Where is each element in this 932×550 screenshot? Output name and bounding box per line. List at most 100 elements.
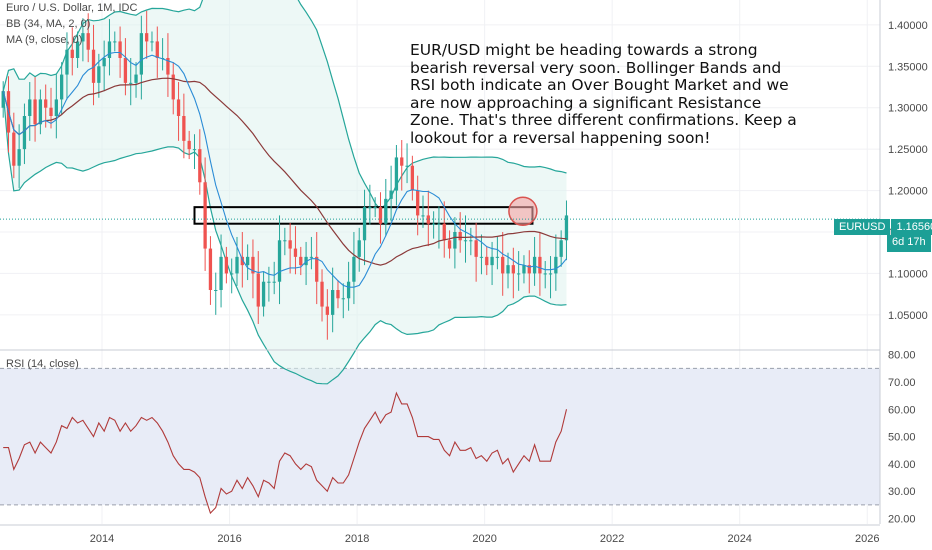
- bb-fill: [3, 0, 567, 384]
- legend-ma: MA (9, close, 0): [6, 34, 83, 46]
- bb-upper: [2, 0, 567, 211]
- candle-body: [91, 49, 96, 83]
- candle-body: [410, 165, 415, 191]
- candle-body: [267, 281, 271, 283]
- candle-body: [28, 99, 32, 116]
- candle-body: [277, 240, 282, 282]
- time-tick-label: 2026: [855, 533, 879, 545]
- candle-body: [506, 265, 510, 274]
- candle-body: [44, 99, 48, 108]
- candle-body: [86, 33, 90, 50]
- rsi-tick-label: 70.00: [888, 377, 916, 389]
- candle-body: [384, 198, 388, 224]
- candle-body: [538, 256, 542, 274]
- candle-body: [437, 223, 441, 225]
- candle-body: [400, 157, 404, 166]
- candle-body: [511, 265, 515, 274]
- price-tag-symbol: EURUSD: [834, 219, 891, 235]
- candle-body: [320, 281, 324, 307]
- candle-body: [564, 215, 569, 241]
- candle-body: [548, 273, 553, 275]
- rsi-tick-label: 60.00: [888, 404, 916, 416]
- candle-body: [70, 49, 74, 58]
- price-tick-label: 1.40000: [888, 20, 928, 32]
- candle-body: [517, 273, 521, 275]
- candle-body: [543, 273, 547, 275]
- candle-body: [33, 99, 37, 125]
- candle-body: [97, 66, 101, 83]
- candle-body: [299, 256, 303, 266]
- candle-countdown: 6d 17h: [887, 235, 931, 252]
- rsi-tick-label: 20.00: [888, 514, 916, 526]
- candle-body: [256, 273, 260, 307]
- candle-body: [107, 41, 112, 58]
- candle-body: [166, 58, 170, 75]
- rsi-tick-label: 80.00: [888, 350, 916, 362]
- candle-body: [224, 256, 229, 274]
- candle-body: [219, 256, 223, 290]
- candle-body: [373, 207, 377, 209]
- candle-body: [49, 107, 53, 116]
- candle-body: [394, 157, 399, 191]
- candle-body: [150, 41, 154, 43]
- rsi-panel: [0, 367, 880, 515]
- candle-body: [352, 256, 356, 282]
- bollinger-bands: [2, 0, 567, 385]
- price-tick-label: 1.10000: [888, 268, 928, 280]
- candle-body: [315, 256, 319, 282]
- candle-body: [38, 99, 43, 125]
- candle-body: [421, 215, 425, 217]
- candle-body: [501, 256, 505, 274]
- candle-body: [192, 149, 197, 151]
- price-tick-label: 1.25000: [888, 144, 928, 156]
- candle-body: [12, 132, 16, 166]
- candle-body: [54, 99, 58, 116]
- candle-body: [447, 240, 452, 249]
- candle-body: [431, 223, 436, 225]
- indicator-lines: [0, 51, 880, 288]
- candle-body: [490, 256, 494, 266]
- candle-body: [463, 240, 468, 242]
- highlight-circle: [508, 196, 538, 227]
- candle-body: [240, 256, 244, 266]
- candle-body: [485, 256, 489, 266]
- candle-body: [139, 33, 143, 75]
- candle-body: [22, 116, 27, 150]
- bb-basis: [2, 77, 567, 266]
- candle-body: [118, 41, 122, 58]
- candle-body: [214, 290, 218, 291]
- candle-body: [59, 74, 64, 100]
- candle-body: [405, 165, 409, 167]
- candle-body: [495, 256, 500, 258]
- rsi-tick-label: 40.00: [888, 459, 916, 471]
- candle-body: [134, 74, 138, 83]
- candle-body: [251, 256, 255, 274]
- candle-body: [1, 91, 5, 108]
- candle-body: [453, 232, 457, 249]
- candle-body: [283, 240, 287, 242]
- candle-body: [357, 240, 361, 257]
- time-tick-label: 2022: [600, 533, 624, 545]
- candle-body: [208, 248, 213, 290]
- legend-bb: BB (34, MA, 2, 0): [6, 18, 91, 30]
- candle-body: [527, 265, 531, 274]
- candle-body: [182, 116, 186, 141]
- candle-body: [378, 207, 383, 224]
- candle-body: [272, 281, 276, 283]
- candle-body: [336, 290, 340, 299]
- candle-body: [187, 140, 191, 150]
- candle-body: [293, 248, 298, 257]
- candle-body: [75, 41, 80, 58]
- time-tick-label: 2016: [217, 533, 241, 545]
- candle-body: [426, 215, 430, 224]
- time-tick-label: 2020: [472, 533, 496, 545]
- time-tick-label: 2024: [727, 533, 751, 545]
- candle-body: [309, 256, 314, 258]
- price-tick-label: 1.20000: [888, 186, 928, 198]
- candle-body: [554, 256, 558, 274]
- time-tick-label: 2018: [345, 533, 369, 545]
- candle-body: [81, 33, 85, 42]
- candle-body: [331, 290, 335, 315]
- candle-body: [458, 232, 462, 241]
- candle-body: [113, 41, 117, 43]
